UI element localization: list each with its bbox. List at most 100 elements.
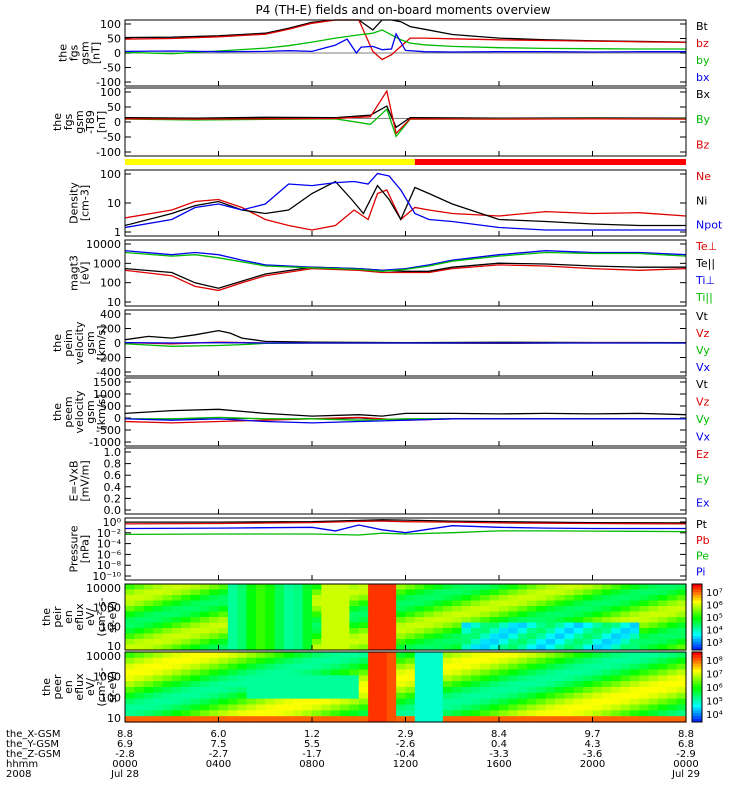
- spectrogram-cell: [218, 669, 229, 676]
- colorbar-step: [692, 592, 702, 596]
- spectrogram-cell: [414, 628, 425, 635]
- y-tick-label: 0.4: [104, 481, 122, 494]
- spectrogram-cell: [274, 669, 285, 676]
- spectrogram-cell: [639, 669, 650, 676]
- spectrogram-cell: [555, 669, 566, 676]
- spectrogram-cell: [153, 600, 163, 607]
- spectrogram-cell: [499, 644, 509, 651]
- spectrogram-cell: [508, 589, 519, 596]
- spectrogram-cell: [218, 628, 229, 635]
- spectrogram-cell: [517, 716, 528, 723]
- spectrogram-cell: [377, 657, 388, 665]
- spectrogram-cell: [283, 698, 294, 706]
- spectrogram-cell: [527, 704, 537, 711]
- spectrogram-cell: [601, 600, 612, 607]
- spectrogram-cell: [143, 704, 154, 711]
- spectrogram-cell: [611, 657, 622, 665]
- spectrogram-cell: [620, 584, 631, 591]
- colorbar-step: [692, 684, 702, 688]
- spectrogram-cell: [358, 675, 369, 682]
- spectrogram-cell: [134, 704, 145, 711]
- y-axis-label-line: peem: [62, 396, 75, 427]
- spectrogram-cell: [386, 606, 397, 613]
- spectrogram-cell: [667, 692, 678, 700]
- spectrogram-cell: [583, 675, 594, 682]
- spectrogram-cell: [405, 710, 416, 717]
- spectrogram-cell: [302, 652, 313, 659]
- spectrogram-cell: [470, 710, 481, 717]
- spectrogram-cell: [583, 644, 594, 651]
- ephemeris-row-label: hhmm: [6, 759, 38, 770]
- spectrogram-cell: [555, 657, 566, 665]
- colorbar-step: [692, 603, 702, 607]
- spectrogram-cell: [517, 600, 528, 607]
- legend-label: Pe: [696, 550, 709, 563]
- spectrogram-cell: [162, 652, 173, 659]
- spectrogram-cell: [536, 657, 547, 665]
- spectrogram-cell: [545, 692, 556, 700]
- spectrogram-cell: [667, 687, 678, 694]
- spectrogram-cell: [405, 633, 416, 640]
- spectrogram-cell: [227, 628, 238, 635]
- spectrogram-cell: [461, 663, 472, 671]
- spectrogram-cell: [396, 622, 407, 629]
- spectrogram-cell: [452, 652, 463, 659]
- spectrogram-cell: [648, 692, 659, 700]
- y-tick-label: 1000: [93, 601, 121, 614]
- spectrogram-cell: [349, 606, 360, 613]
- spectrogram-cell: [312, 669, 322, 676]
- spectrogram-cell: [414, 675, 425, 682]
- spectrogram-cell: [209, 584, 220, 591]
- spectrogram-cell: [293, 657, 304, 665]
- spectrogram-cell: [143, 681, 154, 688]
- spectrogram-cell: [527, 606, 537, 613]
- colorbar-step: [692, 657, 702, 662]
- spectrogram-cell: [676, 681, 687, 688]
- spectrogram-cell: [368, 652, 379, 659]
- spectrogram-cell: [499, 692, 509, 700]
- spectrogram-cell: [153, 644, 163, 651]
- spectrogram-cell: [218, 611, 229, 618]
- spectrogram-cell: [517, 698, 528, 706]
- spectrogram-cell: [414, 663, 425, 671]
- y-axis-label-line: sr-eV): [106, 671, 119, 703]
- spectrogram-cell: [209, 675, 220, 682]
- spectrogram-cell: [424, 698, 435, 706]
- spectrogram-cell: [190, 652, 201, 659]
- spectrogram-cell: [508, 584, 519, 591]
- spectrogram-cell: [274, 611, 285, 618]
- spectrogram-cell: [340, 710, 350, 717]
- colorbar-step: [692, 622, 702, 626]
- spectrogram-cell: [414, 617, 425, 624]
- spectrogram-cell: [527, 716, 537, 723]
- y-axis-label-line: gsm: [84, 331, 97, 354]
- spectrogram-cell: [349, 611, 360, 618]
- spectrogram-cell: [442, 595, 453, 602]
- spectrogram-cell: [377, 617, 388, 624]
- spectrogram-cell: [545, 589, 556, 596]
- spectrogram-cell: [171, 622, 182, 629]
- spectrogram-cell: [143, 687, 154, 694]
- spectrogram-cell: [340, 698, 350, 706]
- spectrogram-cell: [302, 589, 313, 596]
- spectrogram-cell: [433, 600, 444, 607]
- spectrogram-cell: [302, 657, 313, 665]
- spectrogram-cell: [199, 698, 210, 706]
- spectrogram-cell: [330, 657, 341, 665]
- colorbar-step: [692, 707, 702, 711]
- spectrogram-cell: [218, 633, 229, 640]
- spectrogram-cell: [283, 716, 294, 723]
- spectrogram-cell: [564, 644, 575, 651]
- spectrogram-cell: [442, 692, 453, 700]
- spectrogram-cell: [545, 606, 556, 613]
- spectrogram-cell: [246, 595, 257, 602]
- spectrogram-cell: [499, 633, 509, 640]
- spectrogram-cell: [480, 639, 491, 646]
- spectrogram-cell: [414, 611, 425, 618]
- spectrogram-cell: [470, 663, 481, 671]
- spectrogram-cell: [396, 644, 407, 651]
- spectrogram-cell: [358, 595, 369, 602]
- spectrogram-cell: [255, 589, 266, 596]
- spectrogram-cell: [190, 657, 201, 665]
- spectrogram-cell: [396, 663, 407, 671]
